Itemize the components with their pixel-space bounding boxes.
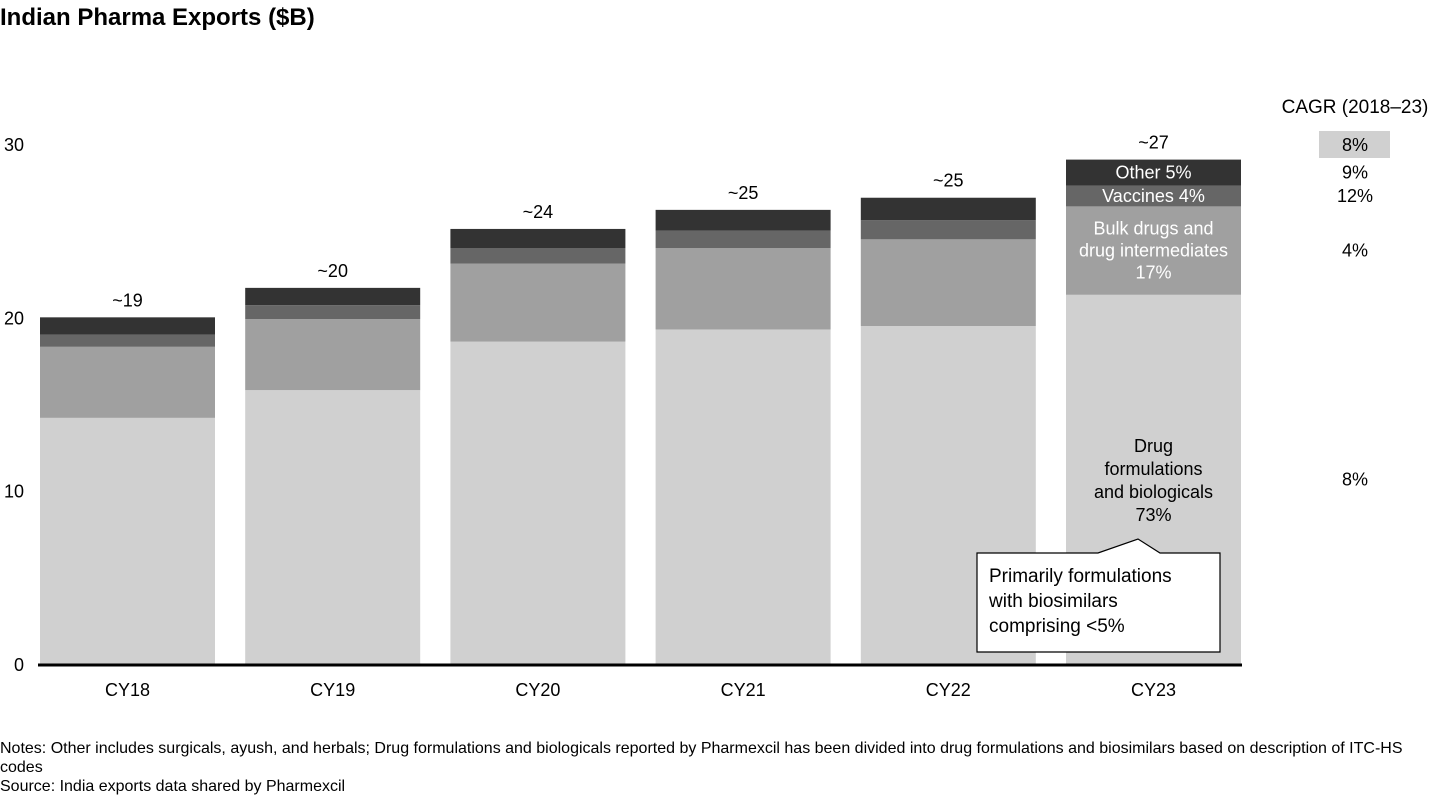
x-tick-label: CY19 xyxy=(310,680,355,700)
x-tick-label: CY18 xyxy=(105,680,150,700)
bar-segment-bulk xyxy=(860,239,1036,326)
bar-segment-vaccines xyxy=(860,220,1036,240)
x-tick-label: CY23 xyxy=(1131,680,1176,700)
bar-segment-other xyxy=(1066,159,1241,186)
bar-segment-other xyxy=(450,228,626,248)
bar-segment-vaccines xyxy=(1066,185,1241,207)
bar-total-label: ~27 xyxy=(1138,133,1169,153)
segment-label-bulk: 17% xyxy=(1135,263,1171,283)
bar-segment-bulk xyxy=(245,319,421,391)
bar-segment-vaccines xyxy=(655,230,831,248)
notes-text: Notes: Other includes surgicals, ayush, … xyxy=(0,740,1403,776)
x-tick-label: CY21 xyxy=(721,680,766,700)
bar-segment-bulk xyxy=(655,248,831,330)
bar-total-label: ~25 xyxy=(933,171,964,191)
callout-text: Primarily formulations xyxy=(989,566,1172,587)
y-tick-label: 30 xyxy=(4,135,24,155)
segment-label-bulk: drug intermediates xyxy=(1079,241,1228,261)
bar-segment-vaccines xyxy=(245,305,421,320)
x-tick-label: CY22 xyxy=(926,680,971,700)
cagr-other-value: 9% xyxy=(1342,163,1368,183)
bar-segment-other xyxy=(655,209,831,231)
chart-title: Indian Pharma Exports ($B) xyxy=(0,4,315,31)
notes-block: Notes: Other includes surgicals, ayush, … xyxy=(0,739,1420,796)
cagr-formulations-value: 8% xyxy=(1342,469,1368,489)
bar-segment-formulations xyxy=(245,390,421,664)
bar-segment-bulk xyxy=(1066,206,1241,295)
bar-segment-bulk xyxy=(450,263,626,342)
cagr-bulk-value: 4% xyxy=(1342,241,1368,261)
source-text: Source: India exports data shared by Pha… xyxy=(0,778,346,795)
segment-label-formulations: Drug xyxy=(1134,436,1173,456)
callout-text: with biosimilars xyxy=(988,591,1118,612)
segment-label-other: Other 5% xyxy=(1115,163,1191,183)
callout-box xyxy=(976,538,1221,653)
x-tick-label: CY20 xyxy=(515,680,560,700)
bar-segment-bulk xyxy=(40,346,215,418)
y-tick-label: 20 xyxy=(4,308,24,328)
cagr-header: CAGR (2018–23) xyxy=(1282,97,1429,118)
bar-segment-formulations xyxy=(655,329,831,664)
segment-label-formulations: formulations xyxy=(1104,459,1202,479)
segment-label-vaccines: Vaccines 4% xyxy=(1102,186,1205,206)
bar-total-label: ~25 xyxy=(728,183,759,203)
y-tick-label: 0 xyxy=(14,655,24,675)
segment-label-formulations: 73% xyxy=(1135,505,1171,525)
bar-segment-vaccines xyxy=(40,334,215,347)
cagr-total-highlight xyxy=(1319,131,1390,158)
segment-label-formulations: and biologicals xyxy=(1094,482,1213,502)
y-tick-label: 10 xyxy=(4,482,24,502)
segment-label-bulk: Bulk drugs and xyxy=(1093,219,1213,239)
cagr-total-value: 8% xyxy=(1342,135,1368,155)
bar-segment-other xyxy=(40,317,215,335)
bar-total-label: ~24 xyxy=(523,202,554,222)
bar-total-label: ~19 xyxy=(112,290,143,310)
stacked-bar-chart: 0 10 20 30 ~19 CY18 ~20 CY19 ~24 CY20 ~25 CY21 ~25 CY… xyxy=(4,97,1429,700)
bar-segment-formulations xyxy=(450,341,626,664)
cagr-vaccines-value: 12% xyxy=(1337,186,1373,206)
bar-segment-other xyxy=(860,197,1036,221)
callout-text: comprising <5% xyxy=(989,616,1125,637)
bar-total-label: ~20 xyxy=(317,261,348,281)
bar-segment-vaccines xyxy=(450,248,626,264)
bar-segment-other xyxy=(245,287,421,306)
bar-segment-formulations xyxy=(40,417,215,664)
